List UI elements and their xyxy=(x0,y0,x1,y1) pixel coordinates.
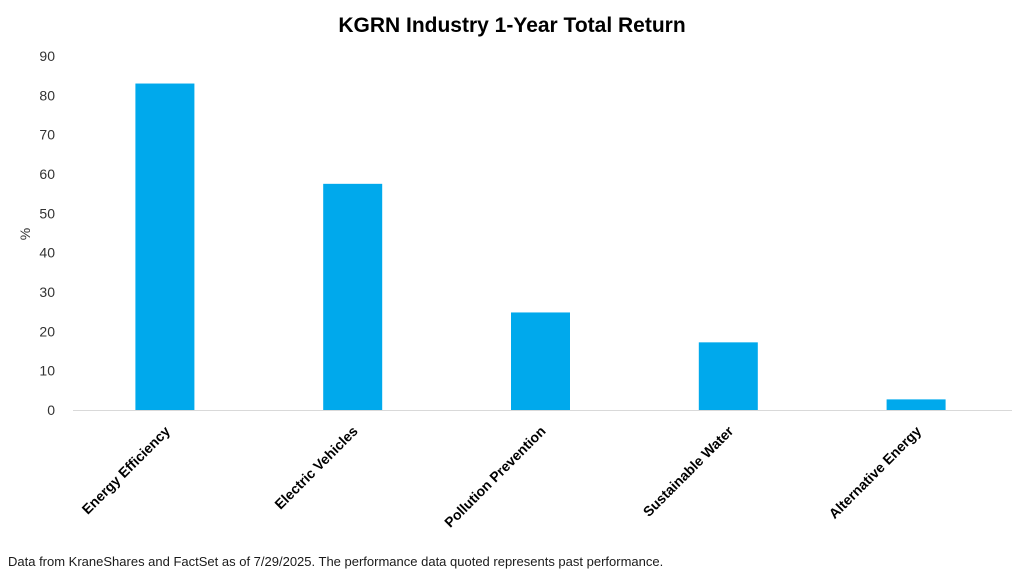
y-tick-label: 80 xyxy=(39,87,55,103)
y-axis-label: % xyxy=(17,228,33,240)
category-labels: Energy Efficiency Electric Vehicles Pollut… xyxy=(79,422,925,530)
bars-group xyxy=(135,83,946,411)
x-category-label: Alternative Energy xyxy=(825,423,924,522)
y-tick-label: 0 xyxy=(47,402,55,418)
x-category-label: Sustainable Water xyxy=(640,422,737,519)
y-tick-label: 40 xyxy=(39,245,55,261)
y-tick-label: 10 xyxy=(39,363,55,379)
bar xyxy=(886,399,946,410)
y-tick-label: 20 xyxy=(39,323,55,339)
bar xyxy=(511,312,570,410)
y-tick-label: 70 xyxy=(39,127,55,143)
y-axis-ticks: 0 10 20 30 40 50 60 70 80 90 xyxy=(39,48,55,418)
bar xyxy=(323,183,383,410)
x-category-label: Energy Efficiency xyxy=(79,423,174,518)
y-tick-label: 60 xyxy=(39,166,55,182)
bar xyxy=(698,342,758,410)
y-tick-label: 50 xyxy=(39,205,55,221)
bar xyxy=(135,83,195,411)
y-tick-label: 90 xyxy=(39,48,55,64)
chart-title: KGRN Industry 1-Year Total Return xyxy=(338,14,685,37)
x-category-label: Pollution Prevention xyxy=(441,423,549,531)
footnote: Data from KraneShares and FactSet as of … xyxy=(8,554,664,569)
y-tick-label: 30 xyxy=(39,284,55,300)
x-category-label: Electric Vehicles xyxy=(271,423,361,513)
